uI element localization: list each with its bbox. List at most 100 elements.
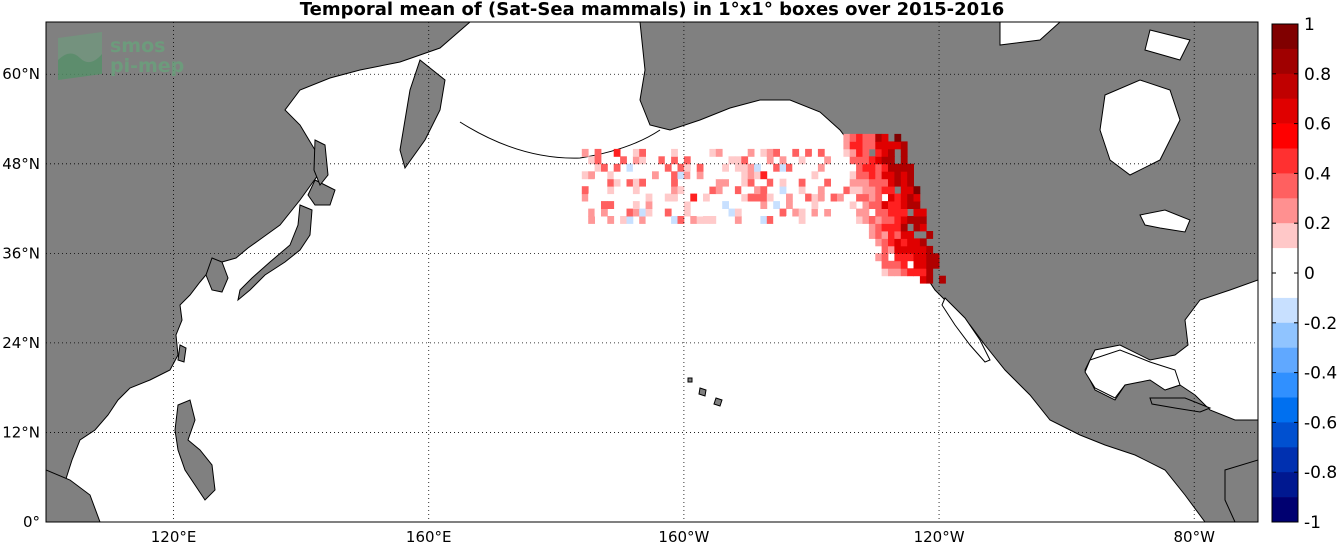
data-box bbox=[677, 186, 685, 195]
data-box bbox=[888, 208, 895, 217]
data-box bbox=[754, 193, 761, 202]
data-box bbox=[881, 133, 889, 142]
data-box bbox=[888, 216, 895, 224]
data-box bbox=[907, 178, 914, 187]
data-box bbox=[907, 253, 914, 262]
data-box bbox=[601, 201, 608, 209]
data-box bbox=[709, 216, 717, 224]
data-box bbox=[766, 178, 774, 187]
data-box bbox=[760, 193, 768, 202]
data-box bbox=[900, 201, 908, 209]
data-box bbox=[913, 216, 921, 224]
lat-tick-label: 60°N bbox=[2, 65, 40, 83]
data-box bbox=[875, 178, 883, 187]
data-box bbox=[824, 178, 831, 187]
data-box bbox=[837, 163, 844, 172]
data-box bbox=[888, 193, 895, 202]
data-box bbox=[658, 186, 666, 195]
data-box bbox=[683, 163, 691, 172]
data-box bbox=[760, 148, 768, 157]
arctic-channels bbox=[999, 22, 1191, 61]
data-box bbox=[728, 156, 736, 165]
data-box bbox=[900, 141, 908, 150]
data-box bbox=[862, 178, 870, 187]
data-box bbox=[900, 268, 908, 277]
data-box bbox=[900, 193, 908, 202]
data-box bbox=[875, 253, 883, 262]
latitude-labels: 60°N 48°N 36°N 24°N 12°N 0° bbox=[2, 65, 40, 531]
data-box bbox=[766, 156, 774, 165]
data-box bbox=[875, 156, 883, 165]
data-box bbox=[798, 216, 806, 224]
data-box bbox=[792, 148, 800, 157]
data-box bbox=[913, 268, 921, 277]
data-box bbox=[894, 208, 902, 217]
data-box bbox=[709, 178, 717, 187]
data-box bbox=[919, 216, 927, 224]
data-box bbox=[894, 245, 902, 254]
data-box bbox=[805, 148, 812, 157]
data-box bbox=[888, 163, 895, 172]
data-box bbox=[888, 268, 895, 277]
data-box bbox=[881, 178, 889, 187]
colorbar-tick-label: -0.6 bbox=[1304, 413, 1337, 433]
data-box bbox=[811, 201, 819, 209]
data-box bbox=[677, 163, 685, 172]
logo-line2: pi-mep bbox=[110, 55, 185, 77]
data-box bbox=[881, 216, 889, 224]
lat-tick-label: 24°N bbox=[2, 334, 40, 352]
data-box bbox=[747, 163, 755, 172]
data-box bbox=[907, 163, 914, 172]
data-box bbox=[888, 171, 895, 180]
data-box bbox=[645, 193, 653, 202]
data-box bbox=[875, 238, 883, 247]
hudson-bay bbox=[1099, 79, 1181, 176]
data-box bbox=[894, 163, 902, 172]
data-box bbox=[786, 201, 793, 209]
data-box bbox=[811, 171, 819, 180]
data-box bbox=[900, 171, 908, 180]
data-box bbox=[696, 163, 704, 172]
data-box bbox=[830, 193, 838, 202]
data-box bbox=[722, 178, 729, 187]
data-box bbox=[709, 156, 717, 165]
data-box bbox=[875, 216, 883, 224]
lat-tick-label: 12°N bbox=[2, 423, 40, 441]
data-box bbox=[645, 208, 653, 217]
data-box bbox=[588, 171, 595, 180]
colorbar-segment bbox=[1272, 173, 1298, 199]
data-box bbox=[894, 238, 902, 247]
data-box bbox=[722, 171, 729, 180]
colorbar-tick-label: 0 bbox=[1304, 264, 1315, 284]
data-box bbox=[881, 253, 889, 262]
data-box bbox=[747, 171, 755, 180]
colorbar-tick-label: -0.2 bbox=[1304, 314, 1337, 334]
data-box bbox=[792, 208, 800, 217]
lon-tick-label: 80°W bbox=[1173, 528, 1215, 544]
data-box bbox=[620, 156, 627, 165]
hawaii-islands bbox=[687, 377, 723, 407]
data-box bbox=[696, 208, 704, 217]
colorbar-segment bbox=[1272, 397, 1298, 423]
lat-tick-label: 36°N bbox=[2, 244, 40, 262]
colorbar-tick-label: 0.4 bbox=[1304, 164, 1331, 184]
data-box bbox=[875, 133, 883, 142]
data-box bbox=[652, 171, 659, 180]
data-box bbox=[766, 193, 774, 202]
data-box bbox=[817, 163, 825, 172]
data-box bbox=[703, 148, 710, 157]
data-box bbox=[824, 208, 831, 217]
borneo-land bbox=[46, 469, 101, 522]
data-box bbox=[581, 186, 589, 195]
data-box bbox=[919, 208, 927, 217]
data-box bbox=[881, 186, 889, 195]
data-box bbox=[900, 178, 908, 187]
data-box bbox=[900, 223, 908, 232]
data-box bbox=[881, 208, 889, 217]
data-box bbox=[722, 163, 729, 172]
data-box bbox=[811, 208, 819, 217]
data-box bbox=[601, 208, 608, 217]
gulf-of-california bbox=[941, 297, 991, 363]
data-box bbox=[843, 133, 851, 142]
